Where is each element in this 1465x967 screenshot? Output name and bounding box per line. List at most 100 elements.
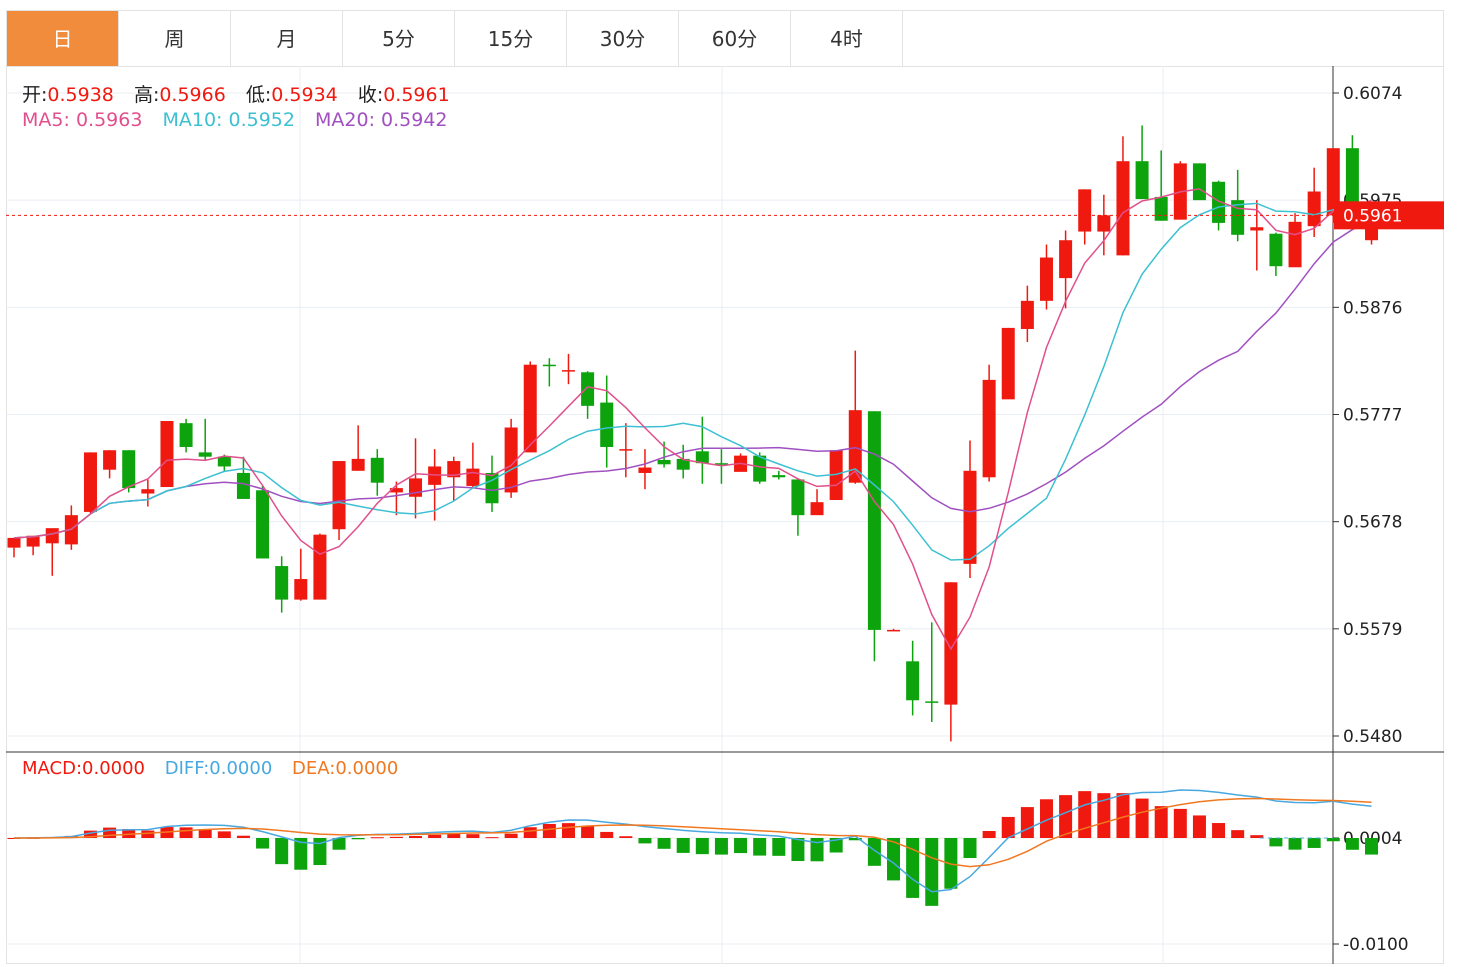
- chart-frame[interactable]: [6, 66, 1444, 964]
- tab-30min[interactable]: 30分: [567, 11, 679, 67]
- macd-bar: [1059, 795, 1073, 838]
- candle-body: [217, 456, 231, 467]
- y-tick-label: 0.5777: [1343, 406, 1402, 426]
- candle-body: [944, 582, 958, 705]
- y-tick-label: 0.5579: [1343, 620, 1402, 640]
- macd-bar: [887, 838, 901, 881]
- candle-body: [791, 479, 805, 516]
- candle-body: [1288, 221, 1302, 268]
- candle-body: [103, 450, 117, 470]
- candle-body: [1078, 189, 1092, 232]
- chart-marks: 0.60740.59750.58760.57770.56780.55790.54…: [6, 66, 1444, 964]
- dea-value: 0.0000: [335, 758, 399, 779]
- macd-bar: [600, 831, 614, 838]
- close-value: 0.5961: [383, 84, 450, 106]
- tab-5min[interactable]: 5分: [343, 11, 455, 67]
- macd-bar: [141, 830, 155, 838]
- macd-bar: [447, 833, 461, 838]
- candle-body: [256, 490, 270, 559]
- macd-bar: [1039, 799, 1053, 838]
- ma5-value: 0.5963: [75, 109, 143, 131]
- macd-bar: [1192, 815, 1206, 838]
- macd-bar: [1135, 798, 1149, 838]
- macd-value: 0.0000: [82, 758, 146, 779]
- candle-body: [1250, 227, 1264, 231]
- candle-body: [1116, 161, 1130, 256]
- candle-body: [1097, 215, 1111, 232]
- candle-body: [1212, 181, 1226, 223]
- candle-body: [1307, 191, 1321, 227]
- ma10-value: 0.5952: [228, 109, 295, 131]
- y-tick-label: 0.5678: [1343, 513, 1402, 533]
- candle-body: [198, 452, 212, 457]
- macd-bar: [103, 827, 117, 838]
- macd-bar: [1345, 838, 1359, 850]
- macd-bar: [1001, 816, 1015, 838]
- candle-body: [638, 467, 652, 473]
- candle-body: [466, 468, 480, 486]
- candle-body: [236, 472, 250, 499]
- last-price-tag: [1334, 201, 1444, 230]
- macd-bar: [753, 838, 767, 856]
- tab-day[interactable]: 日: [7, 11, 119, 67]
- low-value: 0.5934: [271, 84, 338, 106]
- macd-bar: [1269, 838, 1283, 847]
- tab-15min[interactable]: 15分: [455, 11, 567, 67]
- candle-body: [179, 423, 193, 447]
- macd-bar: [638, 838, 652, 844]
- diff-label: DIFF:: [164, 758, 210, 779]
- macd-bar: [561, 823, 575, 838]
- macd-bar: [504, 833, 518, 838]
- macd-bar: [906, 838, 920, 898]
- macd-bar: [83, 830, 97, 838]
- candle-body: [83, 452, 97, 512]
- candle-body: [753, 455, 767, 482]
- macd-bar: [867, 838, 881, 866]
- tab-month[interactable]: 月: [231, 11, 343, 67]
- candle-body: [1269, 233, 1283, 267]
- candle-body: [1154, 196, 1168, 221]
- macd-bar: [275, 838, 289, 865]
- candle-body: [542, 364, 556, 367]
- macd-bar: [925, 838, 939, 906]
- ma5-line: [13, 188, 1372, 651]
- macd-bar: [810, 838, 824, 862]
- macd-bar: [370, 837, 384, 839]
- ma20-value: 0.5942: [381, 109, 448, 131]
- macd-bar: [982, 830, 996, 838]
- macd-bar: [1365, 838, 1379, 855]
- macd-bar: [848, 838, 862, 841]
- tab-60min[interactable]: 60分: [679, 11, 791, 67]
- ma-readout: MA5: 0.5963 MA10: 0.5952 MA20: 0.5942: [22, 109, 448, 131]
- macd-label: MACD:: [22, 758, 83, 779]
- candle-body: [676, 458, 690, 470]
- candle-body: [1020, 300, 1034, 329]
- macd-bar: [791, 838, 805, 862]
- macd-bar: [256, 838, 270, 849]
- macd-bar: [351, 838, 365, 840]
- ma10-label: MA10:: [162, 109, 223, 131]
- macd-bar: [1116, 793, 1130, 838]
- macd-bar: [963, 838, 977, 858]
- macd-bar: [1097, 793, 1111, 838]
- candle-body: [523, 364, 537, 453]
- high-value: 0.5966: [159, 84, 226, 106]
- macd-readout: MACD:0.0000 DIFF:0.0000 DEA:0.0000: [22, 758, 398, 779]
- candle-body: [982, 379, 996, 478]
- macd-bar: [714, 838, 728, 855]
- macd-bar: [294, 838, 308, 870]
- macd-bar: [1078, 791, 1092, 838]
- high-label: 高:: [133, 84, 160, 106]
- period-tabs: 日 周 月 5分 15分 30分 60分 4时: [6, 10, 1444, 67]
- tab-week[interactable]: 周: [119, 11, 231, 67]
- candle-body: [772, 475, 786, 478]
- candle-body: [447, 461, 461, 478]
- candle-body: [848, 410, 862, 483]
- macd-bar: [389, 836, 403, 838]
- candle-body: [657, 459, 671, 465]
- tab-4hour[interactable]: 4时: [791, 11, 903, 67]
- macd-bar: [695, 838, 709, 855]
- ma10-line: [13, 202, 1372, 561]
- macd-bar: [734, 838, 748, 854]
